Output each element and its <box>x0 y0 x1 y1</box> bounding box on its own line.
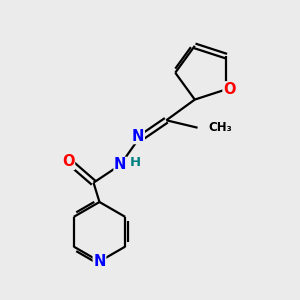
Text: H: H <box>130 156 141 169</box>
Text: O: O <box>62 154 74 169</box>
Text: CH₃: CH₃ <box>208 121 232 134</box>
Text: N: N <box>114 158 127 172</box>
Text: N: N <box>132 128 144 143</box>
Text: O: O <box>223 82 236 97</box>
Text: N: N <box>93 254 106 269</box>
